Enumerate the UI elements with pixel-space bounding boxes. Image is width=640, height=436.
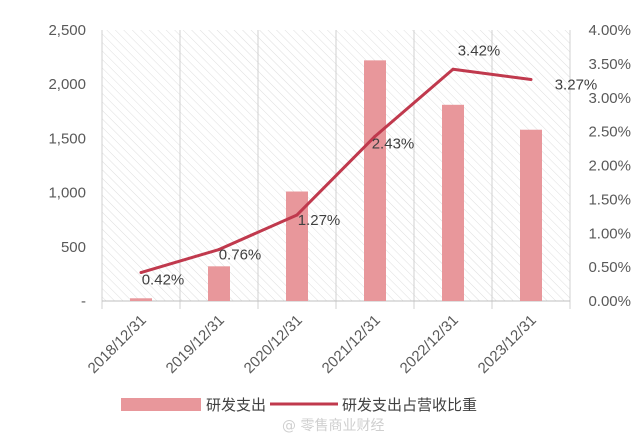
bar (442, 104, 464, 302)
data-label: 2.43% (372, 135, 415, 152)
y-left-tick-label: 500 (61, 239, 86, 256)
line-point (217, 248, 221, 252)
legend: 研发支出 研发支出占营收比重 (121, 396, 477, 414)
x-tick-label: 2022/12/31 (397, 312, 462, 377)
line-point (139, 271, 143, 275)
x-tick-label: 2020/12/31 (241, 312, 306, 377)
bar (130, 298, 152, 301)
y-left-tick-label: - (81, 293, 86, 310)
x-tick-label: 2023/12/31 (475, 312, 540, 377)
line-point (295, 213, 299, 217)
bar (364, 60, 386, 301)
x-tick-label: 2021/12/31 (319, 312, 384, 377)
y-right-tick-label: 2.00% (588, 158, 631, 175)
y-left-tick-label: 2,500 (48, 22, 86, 39)
y-left-tick-label: 2,000 (48, 76, 86, 93)
y-right-tick-label: 3.50% (588, 56, 631, 73)
y-right-tick-label: 0.50% (588, 259, 631, 276)
bar (208, 266, 230, 301)
line-point (373, 134, 377, 138)
watermark: @ 零售商业财经 (282, 418, 384, 434)
x-tick-label: 2018/12/31 (85, 312, 150, 377)
y-right-tick-label: 3.00% (588, 90, 631, 107)
y-left-tick-label: 1,000 (48, 185, 86, 202)
bar (520, 129, 542, 301)
y-right-tick-label: 2.50% (588, 124, 631, 141)
data-label: 3.27% (555, 76, 598, 93)
legend-swatch-bar (121, 398, 201, 411)
legend-label-line: 研发支出占营收比重 (342, 396, 477, 414)
data-label: 1.27% (298, 212, 341, 229)
data-label: 3.42% (458, 42, 501, 59)
y-right-tick-label: 1.50% (588, 191, 631, 208)
x-tick-label: 2019/12/31 (163, 312, 228, 377)
y-left-tick-label: 1,500 (48, 130, 86, 147)
line-point (529, 77, 533, 81)
line-point (451, 67, 455, 71)
legend-label-bar: 研发支出 (206, 396, 266, 414)
data-label: 0.76% (219, 247, 262, 264)
data-label: 0.42% (142, 272, 185, 289)
y-right-tick-label: 0.00% (588, 293, 631, 310)
ratio-line (140, 67, 532, 274)
y-right-tick-label: 1.00% (588, 225, 631, 242)
y-right-tick-label: 4.00% (588, 22, 631, 39)
